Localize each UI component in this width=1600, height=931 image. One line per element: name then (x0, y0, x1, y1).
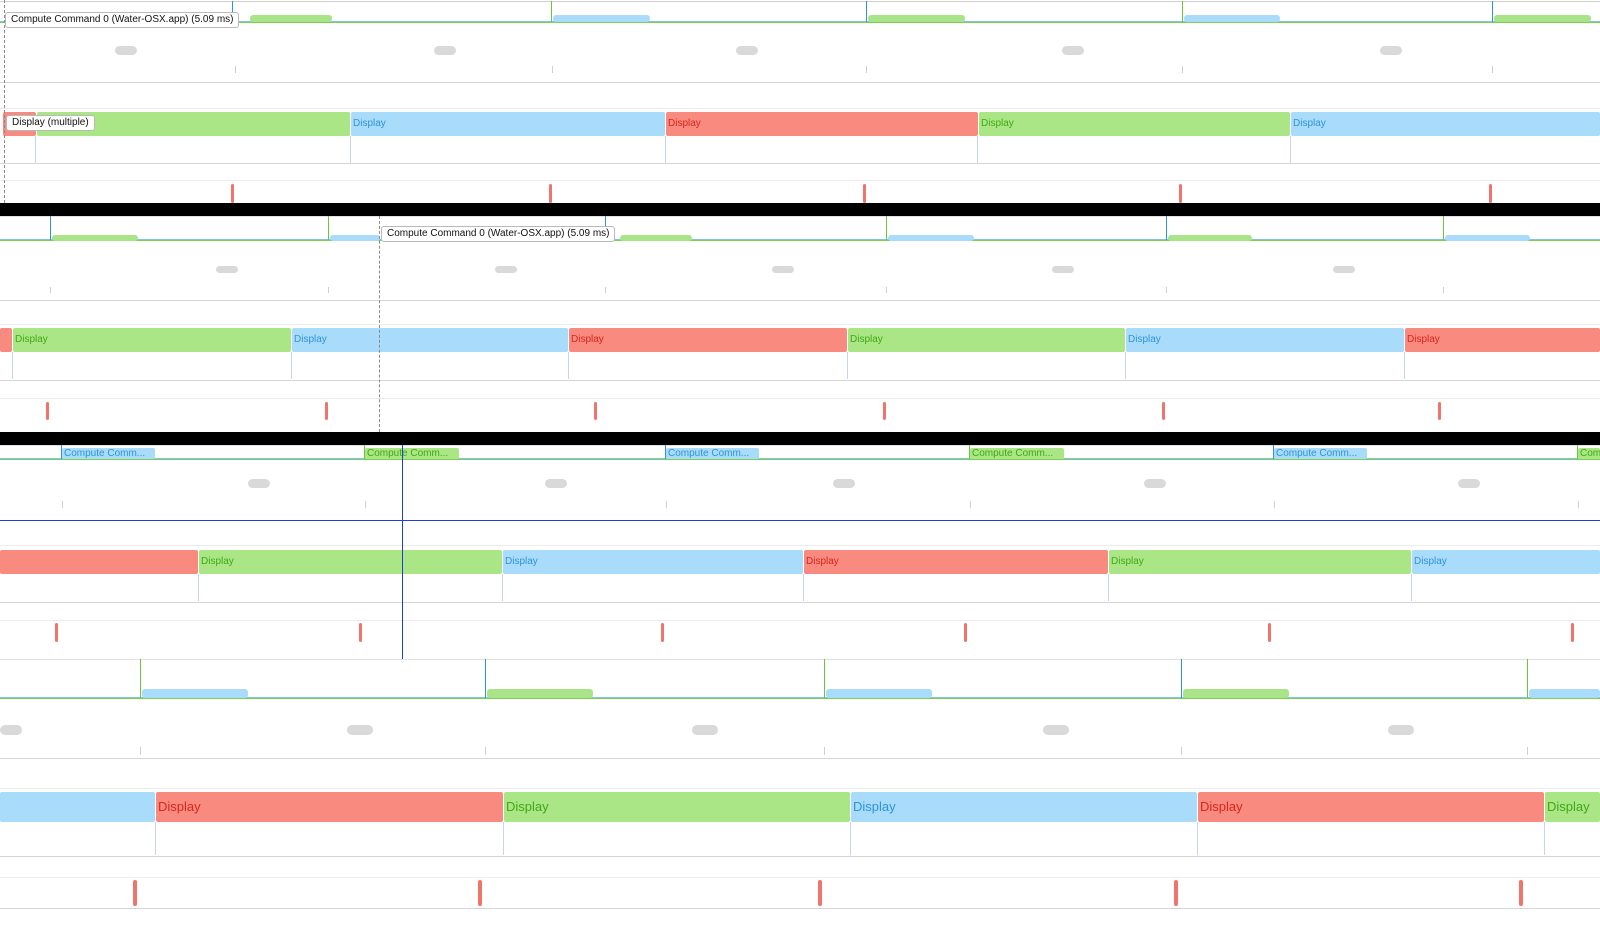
playhead-cursor[interactable] (402, 445, 403, 659)
compute-bar[interactable] (1168, 235, 1252, 241)
compute-command-label[interactable]: Compute Comm... (62, 448, 155, 459)
event-mark[interactable] (1519, 880, 1523, 906)
display-segment[interactable] (0, 328, 12, 352)
event-mark[interactable] (133, 880, 137, 906)
display-segment[interactable]: Display (13, 328, 291, 352)
event-marker[interactable] (1043, 725, 1069, 735)
event-mark[interactable] (478, 880, 482, 906)
event-marker[interactable] (1062, 46, 1084, 55)
event-marker[interactable] (1144, 479, 1166, 488)
event-mark[interactable] (359, 623, 362, 642)
display-segment[interactable]: Display (851, 792, 1197, 822)
display-segment[interactable]: Display (1109, 550, 1411, 574)
compute-bar[interactable] (553, 15, 650, 22)
display-segment[interactable]: Display (1198, 792, 1544, 822)
event-mark[interactable] (231, 184, 234, 203)
display-segment[interactable]: Display (569, 328, 847, 352)
compute-bar[interactable] (1445, 235, 1530, 241)
compute-bar[interactable] (888, 235, 974, 241)
event-marker[interactable] (1380, 46, 1402, 55)
display-segment[interactable]: Display (199, 550, 502, 574)
display-segment[interactable]: Display (804, 550, 1108, 574)
compute-command-tooltip: Compute Command 0 (Water-OSX.app) (5.09 … (381, 226, 616, 242)
display-segment[interactable]: Display (666, 112, 978, 136)
event-mark[interactable] (1438, 402, 1441, 420)
timeline-panel-4[interactable]: Display Display Display Display Display (0, 659, 1600, 931)
event-mark[interactable] (661, 623, 664, 642)
compute-bar[interactable] (250, 15, 332, 22)
event-marker[interactable] (736, 46, 758, 55)
event-marker[interactable] (692, 725, 718, 735)
event-marker[interactable] (833, 479, 855, 488)
display-segment[interactable]: Display (1291, 112, 1600, 136)
event-mark[interactable] (46, 402, 49, 420)
display-segment[interactable]: Display (156, 792, 503, 822)
display-segment[interactable] (0, 550, 198, 574)
event-mark[interactable] (964, 623, 967, 642)
event-mark[interactable] (1268, 623, 1271, 642)
compute-bar[interactable] (868, 15, 965, 22)
display-segment[interactable]: Display (1412, 550, 1600, 574)
compute-command-label[interactable]: Com (1578, 448, 1600, 459)
display-segment[interactable]: Display (1545, 792, 1600, 822)
display-segment[interactable]: Display (1126, 328, 1404, 352)
time-cursor[interactable] (379, 216, 380, 432)
timeline-panel-3[interactable]: Compute Comm... Compute Comm... Compute … (0, 445, 1600, 659)
event-mark[interactable] (55, 623, 58, 642)
event-marker[interactable] (1333, 266, 1355, 273)
compute-command-label[interactable]: Compute Comm... (666, 448, 759, 459)
display-segment[interactable]: Display (292, 328, 568, 352)
event-mark[interactable] (883, 402, 886, 420)
timeline-panel-2[interactable]: Compute Command 0 (Water-OSX.app) (5.09 … (0, 216, 1600, 432)
display-segment[interactable] (0, 792, 155, 822)
compute-bar[interactable] (1184, 15, 1280, 22)
compute-bar[interactable] (1494, 15, 1591, 22)
event-marker[interactable] (1388, 725, 1414, 735)
compute-bar[interactable] (826, 689, 932, 698)
display-segment[interactable]: Display (848, 328, 1125, 352)
display-segment[interactable]: Display (351, 112, 665, 136)
compute-bar[interactable] (620, 235, 692, 241)
event-mark[interactable] (1174, 880, 1178, 906)
compute-command-label[interactable]: Compute Comm... (365, 448, 459, 459)
event-mark[interactable] (1571, 623, 1574, 642)
event-marker[interactable] (495, 266, 517, 273)
event-mark[interactable] (549, 184, 552, 203)
event-mark[interactable] (1179, 184, 1182, 203)
event-marker[interactable] (545, 479, 567, 488)
event-mark[interactable] (1162, 402, 1165, 420)
display-segment[interactable]: Display (503, 550, 803, 574)
event-mark[interactable] (863, 184, 866, 203)
compute-command-label[interactable]: Compute Comm... (1274, 448, 1367, 459)
compute-bar[interactable] (142, 689, 248, 698)
compute-bar[interactable] (52, 235, 138, 241)
event-mark[interactable] (594, 402, 597, 420)
timeline-panel-1[interactable]: Compute Command 0 (Water-OSX.app) (5.09 … (0, 0, 1600, 203)
event-mark[interactable] (818, 880, 822, 906)
event-marker[interactable] (216, 266, 238, 273)
display-segment[interactable]: Display (1405, 328, 1600, 352)
event-marker[interactable] (1052, 266, 1074, 273)
display-segment[interactable]: Display (979, 112, 1290, 136)
event-marker[interactable] (0, 725, 22, 735)
event-marker[interactable] (434, 46, 456, 55)
event-marker[interactable] (115, 46, 137, 55)
event-mark[interactable] (1489, 184, 1492, 203)
event-marker[interactable] (248, 479, 270, 488)
compute-bar[interactable] (487, 689, 593, 698)
compute-bar[interactable] (330, 235, 380, 241)
event-mark[interactable] (325, 402, 328, 420)
display-multiple-tooltip: Display (multiple) (6, 115, 95, 131)
compute-bar[interactable] (1529, 689, 1600, 698)
compute-command-label[interactable]: Compute Comm... (970, 448, 1064, 459)
event-marker[interactable] (1458, 479, 1480, 488)
time-cursor[interactable] (4, 0, 5, 203)
compute-bar[interactable] (1183, 689, 1289, 698)
event-marker[interactable] (347, 725, 373, 735)
event-marker[interactable] (772, 266, 794, 273)
display-segment[interactable]: Display (504, 792, 850, 822)
compute-command-tooltip: Compute Command 0 (Water-OSX.app) (5.09 … (5, 12, 240, 28)
